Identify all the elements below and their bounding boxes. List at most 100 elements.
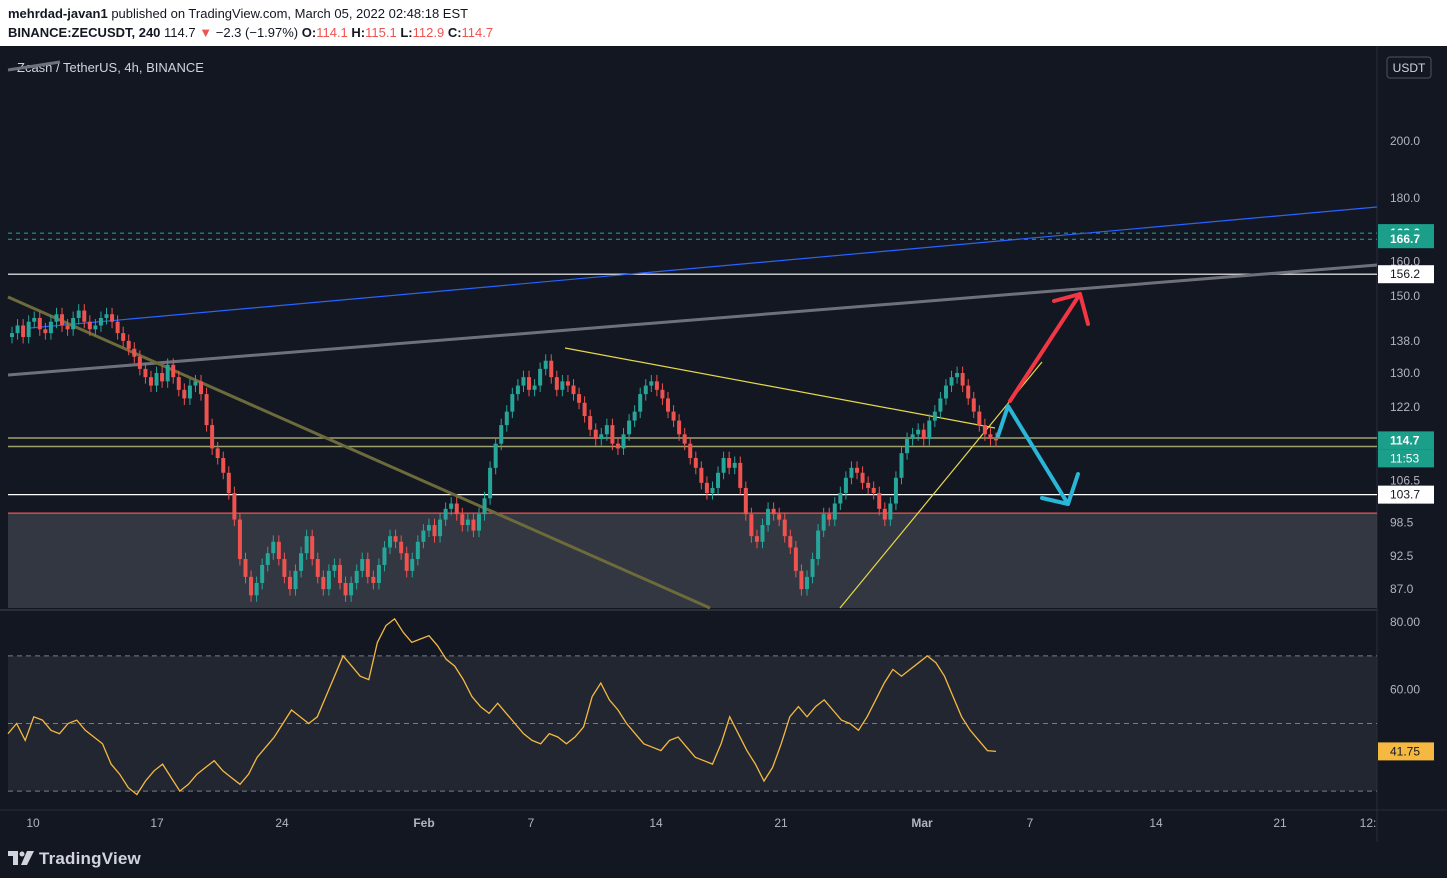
candle-body	[860, 472, 865, 483]
candle-body	[304, 536, 309, 554]
candle-body	[882, 508, 887, 520]
price-chart-svg[interactable]: Zcash / TetherUS, 4h, BINANCE USDT 200.0…	[0, 46, 1447, 842]
candle-body	[143, 368, 148, 378]
time-tick-label: 7	[528, 816, 535, 830]
tradingview-logo[interactable]: TradingView	[8, 849, 141, 869]
price-label-badge	[1378, 485, 1434, 504]
high-label: H:	[351, 25, 366, 40]
support-zone-box	[8, 513, 1377, 608]
scenario-arrows	[996, 292, 1090, 506]
candle-body	[465, 519, 470, 526]
candle-body	[510, 394, 515, 412]
candle-body	[877, 493, 882, 509]
candle-body	[699, 467, 704, 483]
price-label-badge	[1378, 431, 1434, 450]
candle-body	[855, 467, 860, 473]
candle-body	[671, 411, 676, 421]
time-tick-label: 7	[1027, 816, 1034, 830]
candle-body	[438, 519, 443, 537]
candle-body	[604, 425, 609, 435]
candle-body	[966, 385, 971, 399]
candle-body	[126, 340, 131, 349]
price-tick-label: 106.5	[1390, 473, 1420, 487]
candle-body	[565, 381, 570, 386]
candle-body	[254, 582, 259, 596]
chart-area[interactable]: Zcash / TetherUS, 4h, BINANCE USDT 200.0…	[0, 46, 1447, 842]
candle-body	[527, 377, 532, 390]
chart-legend: Zcash / TetherUS, 4h, BINANCE	[17, 60, 204, 75]
candle-body	[643, 385, 648, 395]
candle-body	[65, 325, 70, 330]
currency-badge-frame	[1386, 56, 1432, 79]
price-label-text: 103.7	[1390, 488, 1420, 502]
candle-body	[187, 385, 192, 399]
candle-body	[549, 360, 554, 378]
price-tick-label: 87.0	[1390, 582, 1414, 596]
candle-body	[760, 525, 765, 542]
candle-body	[354, 570, 359, 583]
candle-body	[577, 394, 582, 403]
candle-body	[493, 443, 498, 468]
candle-body	[315, 559, 320, 577]
currency-label: USDT	[1393, 61, 1426, 75]
candle-body	[376, 564, 381, 583]
candle-body	[415, 541, 420, 560]
candle-body	[504, 411, 509, 426]
candle-body	[71, 317, 76, 330]
publish-info: mehrdad-javan1 published on TradingView.…	[8, 6, 468, 21]
publisher-name[interactable]: mehrdad-javan1	[8, 6, 108, 21]
candle-body	[599, 434, 604, 439]
price-label-text: 156.2	[1390, 267, 1420, 281]
candle-body	[471, 519, 476, 531]
candle-body	[666, 398, 670, 412]
price-tick-label: 180.0	[1390, 191, 1420, 205]
price-tick-label: 92.5	[1390, 549, 1414, 563]
candle-body	[727, 458, 732, 468]
candle-body	[115, 321, 120, 334]
rsi-last-label: 41.75	[1390, 744, 1420, 758]
currency-badge[interactable]: USDT	[1386, 56, 1432, 79]
candle-body	[949, 377, 954, 386]
candle-body	[910, 434, 915, 439]
candle-body	[265, 553, 270, 565]
candle-body	[943, 385, 948, 399]
open-label: O:	[301, 25, 317, 40]
candle-body	[432, 525, 437, 537]
candle-body	[321, 576, 326, 590]
candle-body	[287, 576, 292, 590]
candle-body	[482, 498, 487, 515]
bearish-arrow-shaft	[996, 404, 1070, 506]
price-label-text: 166.7	[1390, 232, 1420, 246]
candle-body	[632, 411, 637, 421]
candle-body	[571, 385, 576, 395]
candle-body	[426, 525, 431, 531]
drawing-lines	[7, 60, 1378, 610]
candle-body	[899, 453, 904, 478]
time-tick-label: 24	[275, 816, 289, 830]
candle-body	[827, 514, 832, 520]
countdown-label: 11:53	[1390, 451, 1419, 465]
candle-body	[488, 467, 493, 499]
bullish-arrow-shaft	[1008, 292, 1082, 403]
low-value: 112.9	[412, 25, 445, 40]
candle-body	[154, 373, 159, 386]
publish-header: mehrdad-javan1 published on TradingView.…	[0, 0, 1447, 46]
candle-body	[388, 536, 393, 548]
candle-body	[610, 425, 615, 444]
candle-body	[160, 373, 165, 382]
candle-body	[221, 458, 226, 473]
candle-body	[26, 321, 31, 337]
candle-body	[37, 317, 42, 330]
candle-body	[893, 477, 898, 504]
candle-body	[349, 582, 354, 596]
candle-body	[916, 429, 921, 435]
time-tick-label: 10	[26, 816, 40, 830]
candle-body	[393, 536, 398, 542]
candle-body	[454, 503, 459, 515]
candle-body	[838, 493, 843, 504]
candle-body	[476, 514, 481, 531]
close-value: 114.7	[461, 25, 494, 40]
tradingview-logo-text: TradingView	[38, 849, 141, 868]
candle-body	[338, 564, 342, 583]
rsi-pane: 80.00 60.00 41.75	[7, 615, 1434, 796]
